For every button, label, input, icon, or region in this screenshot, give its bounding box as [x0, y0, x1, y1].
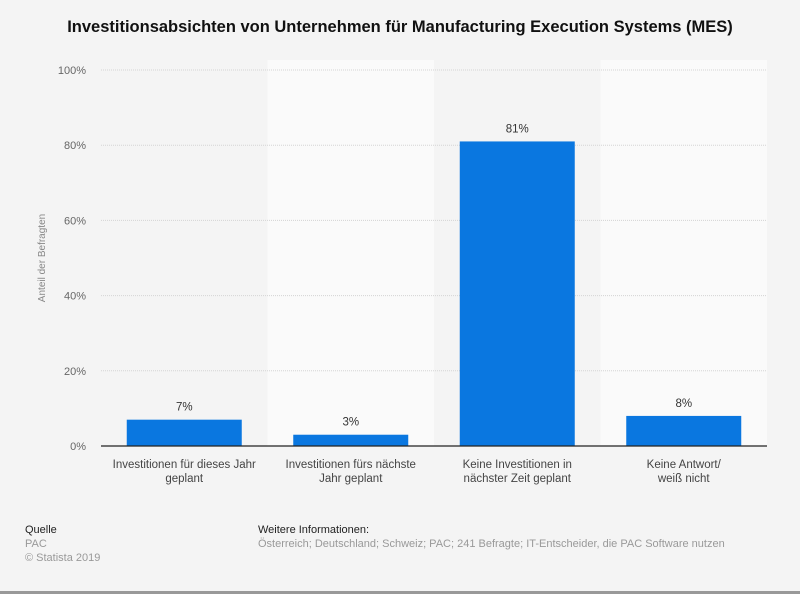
source-text: PAC — [25, 538, 47, 550]
y-tick-label: 80% — [64, 140, 86, 152]
data-label: 3% — [342, 417, 359, 429]
x-tick-label: Keine Investitionen in — [463, 459, 572, 471]
y-axis-label: Anteil der Befragten — [37, 214, 48, 302]
bar — [459, 141, 575, 446]
y-tick-label: 40% — [64, 291, 86, 303]
info-heading: Weitere Informationen: — [258, 524, 370, 536]
y-tick-label: 60% — [64, 215, 86, 227]
bar-chart: 0% 20% 40% 60% 80% 100% Anteil der Befragten 7%… — [37, 60, 767, 485]
data-label: 8% — [675, 398, 692, 410]
source-heading: Quelle — [25, 524, 57, 536]
bar — [626, 415, 742, 446]
data-label: 7% — [176, 402, 193, 414]
y-tick-label: 0% — [70, 441, 86, 453]
info-block: Weitere Informationen: Österreich; Deuts… — [258, 523, 725, 551]
source-block: Quelle PAC © Statista 2019 — [25, 523, 100, 565]
y-tick-label: 20% — [64, 366, 86, 378]
bottom-border — [0, 591, 800, 594]
info-text: Österreich; Deutschland; Schweiz; PAC; 2… — [258, 538, 725, 550]
data-label: 81% — [506, 123, 529, 135]
chart-title: Investitionsabsichten von Unternehmen fü… — [67, 18, 733, 36]
x-tick-label: Investitionen fürs nächste — [286, 459, 416, 471]
category-band — [101, 60, 268, 446]
category-band — [267, 60, 434, 446]
copyright: © Statista 2019 — [25, 552, 101, 564]
x-tick-label: Investitionen für dieses Jahr — [113, 459, 256, 471]
x-tick-label: geplant — [165, 473, 204, 485]
bar — [126, 419, 242, 446]
x-tick-label: weiß nicht — [657, 473, 711, 485]
bar — [293, 434, 409, 446]
y-tick-label: 100% — [58, 65, 86, 77]
x-tick-label: Keine Antwort/ — [647, 459, 722, 471]
category-band — [600, 60, 767, 446]
x-tick-label: nächster Zeit geplant — [464, 473, 572, 485]
x-tick-label: Jahr geplant — [319, 473, 383, 485]
